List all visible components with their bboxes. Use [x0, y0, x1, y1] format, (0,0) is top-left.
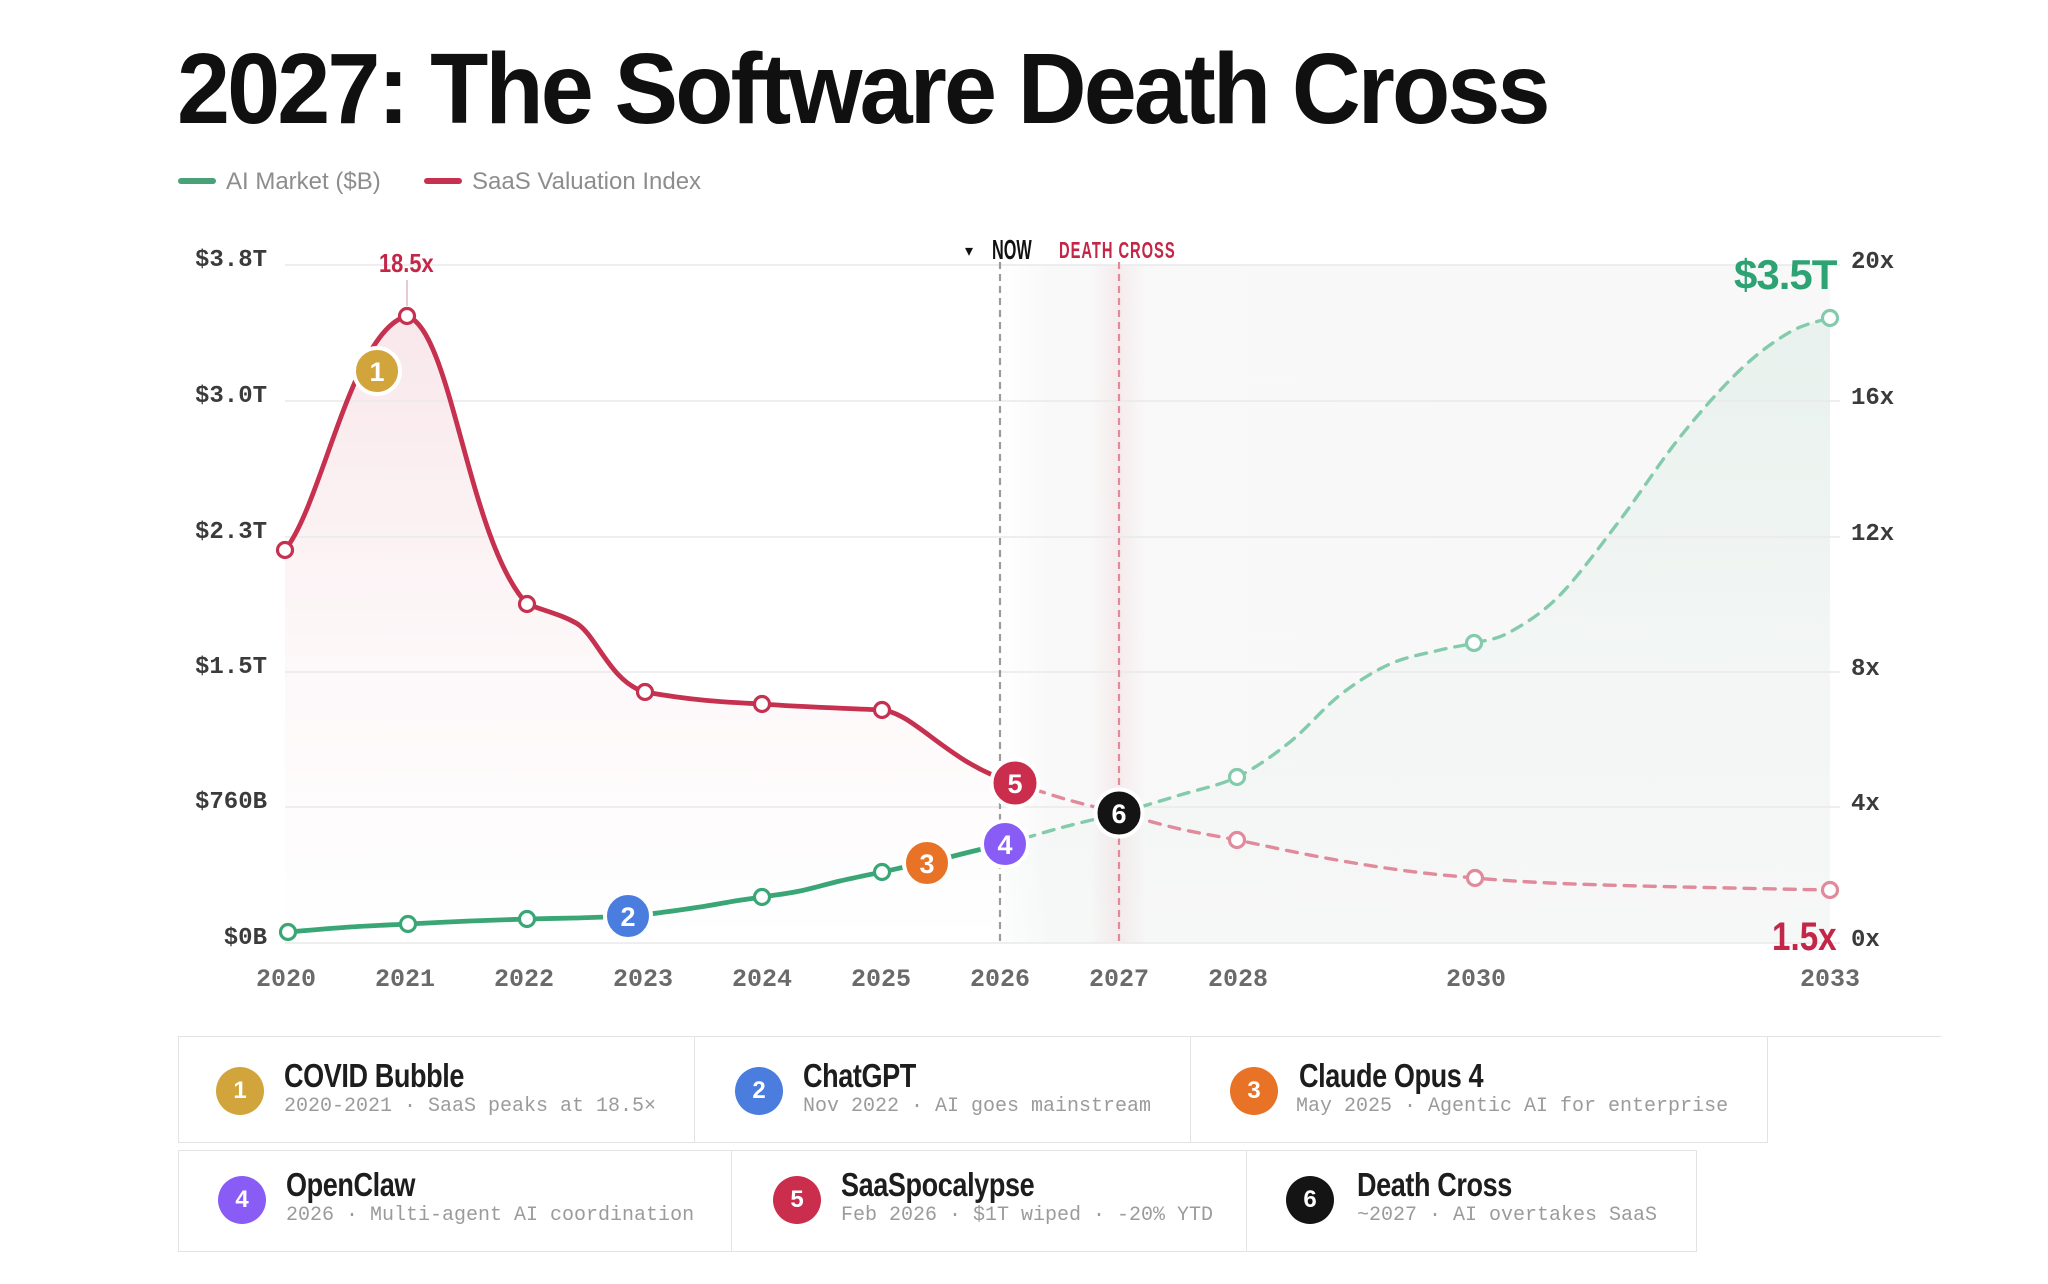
svg-text:4: 4: [997, 830, 1012, 860]
svg-text:5: 5: [1007, 769, 1022, 799]
svg-text:6: 6: [1111, 799, 1126, 829]
svg-text:2: 2: [620, 902, 635, 932]
svg-text:1: 1: [369, 357, 384, 387]
svg-text:3: 3: [919, 849, 934, 879]
